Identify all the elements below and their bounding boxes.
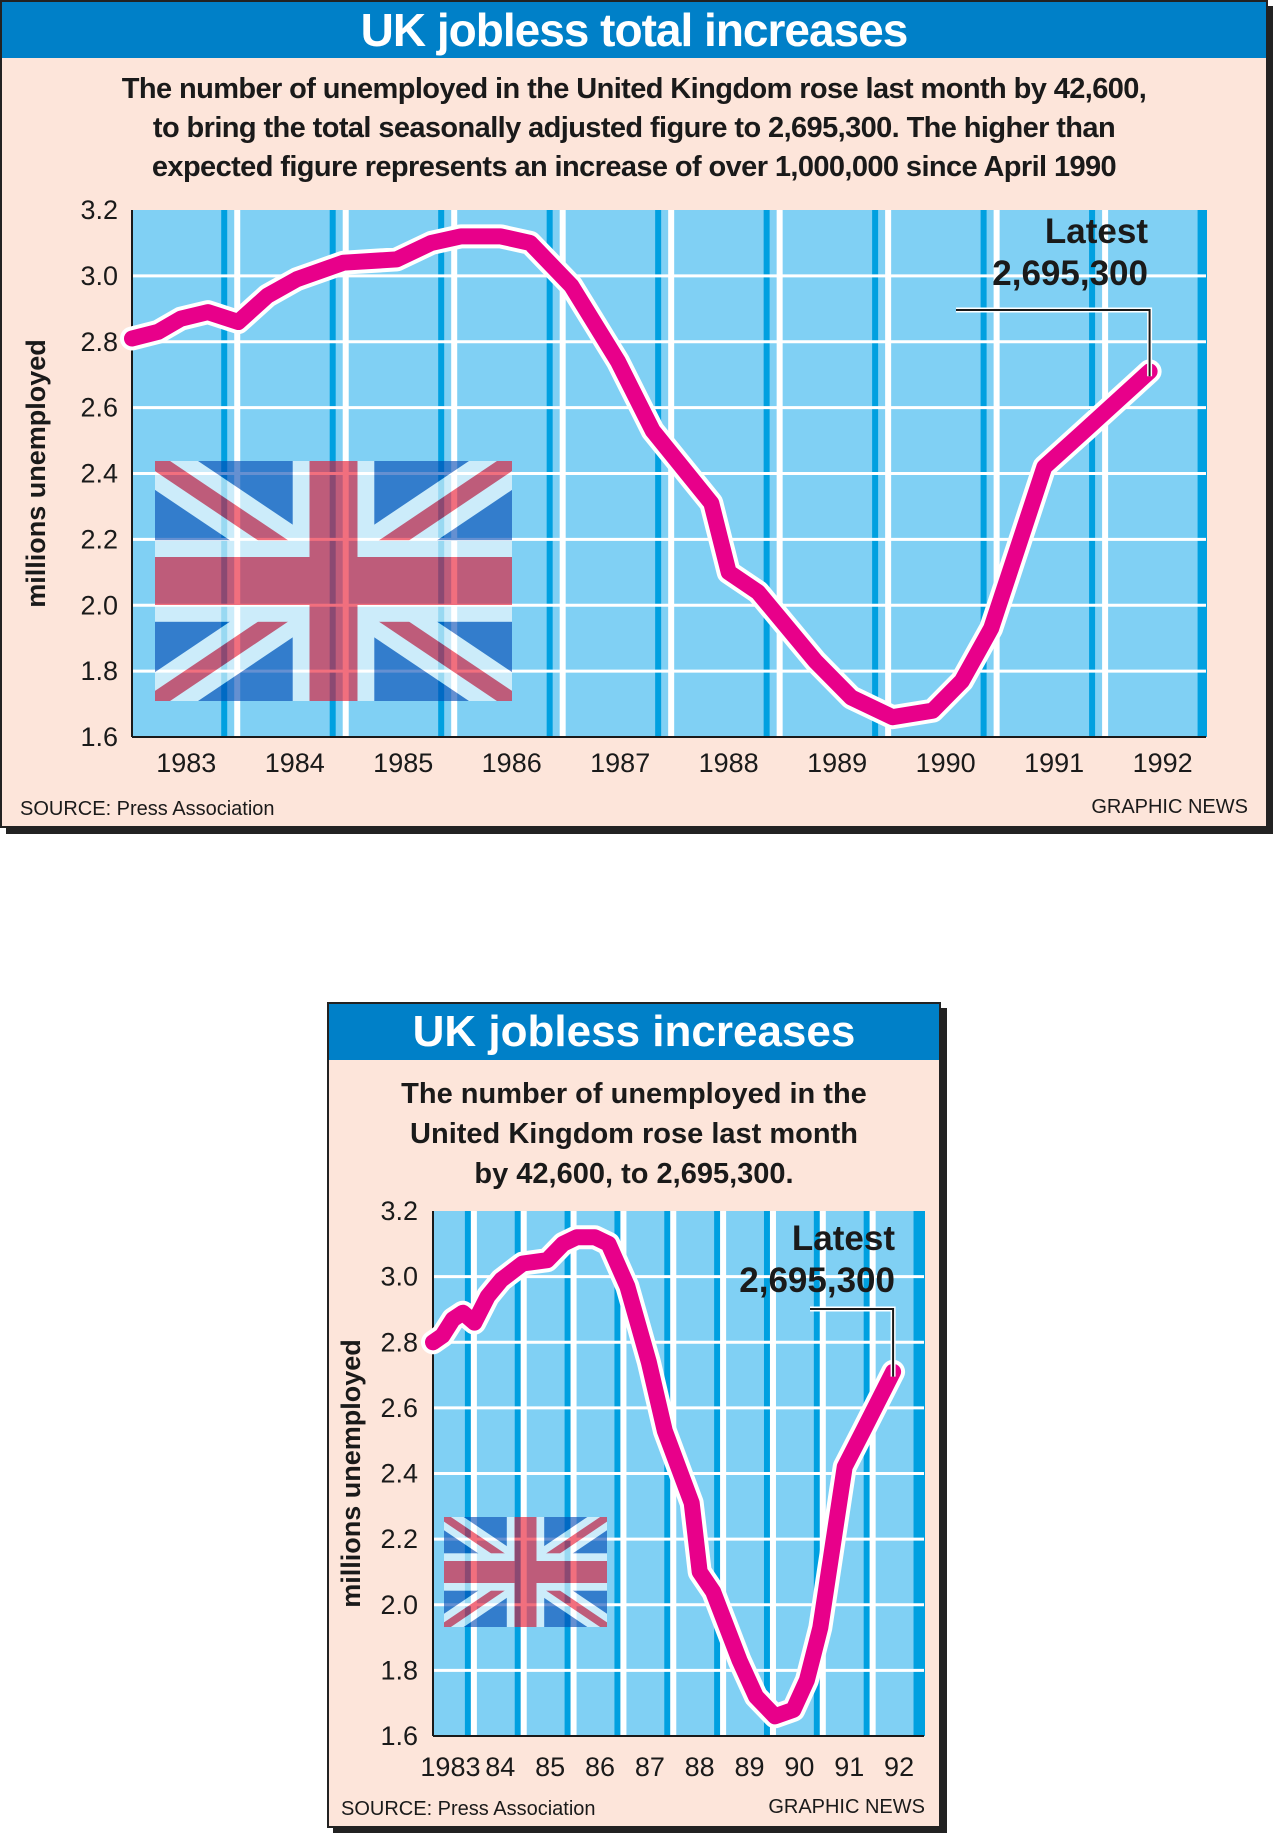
chart-subtitle: The number of unemployed in the United K…	[329, 1074, 939, 1194]
chart-title: UK jobless total increases	[2, 2, 1266, 58]
subtitle-line: The number of unemployed in the	[401, 1078, 867, 1110]
source-label: SOURCE: Press Association	[20, 798, 275, 820]
subtitle-line: The number of unemployed in the United K…	[121, 73, 1147, 105]
credit-label: GRAPHIC NEWS	[768, 1796, 925, 1818]
chart-panel-small: UK jobless increases The number of unemp…	[327, 1002, 941, 1828]
subtitle-line: expected figure represents an increase o…	[151, 151, 1117, 183]
subtitle-line: to bring the total seasonally adjusted f…	[152, 112, 1116, 144]
chart-panel-large: UK jobless total increases The number of…	[0, 0, 1268, 828]
subtitle-line: by 42,600, to 2,695,300.	[474, 1158, 794, 1190]
source-label: SOURCE: Press Association	[341, 1798, 596, 1820]
subtitle-line: United Kingdom rose last month	[410, 1118, 858, 1150]
credit-label: GRAPHIC NEWS	[1091, 796, 1248, 818]
chart-subtitle: The number of unemployed in the United K…	[2, 70, 1266, 187]
chart-title: UK jobless increases	[329, 1004, 939, 1060]
